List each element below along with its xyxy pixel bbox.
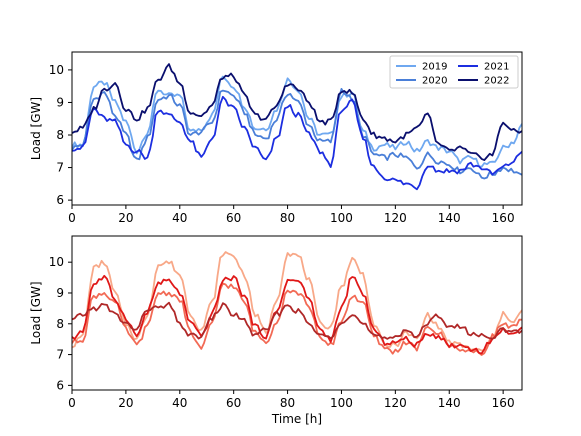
- top-x-tick-label: 40: [172, 211, 187, 225]
- top-x-tick-label: 80: [280, 211, 295, 225]
- bottom-y-tick-label: 7: [56, 348, 64, 362]
- top-series-2019-line: [72, 75, 522, 168]
- bottom-x-tick-label: 20: [118, 396, 133, 410]
- top-x-tick-label: 0: [68, 211, 76, 225]
- bottom-y-tick-label: 8: [56, 317, 64, 331]
- top-x-tick-label: 160: [492, 211, 515, 225]
- top-y-ticks: 6 7 8 9 10: [49, 63, 72, 207]
- bottom-x-tick-label: 120: [384, 396, 407, 410]
- bottom-load-chart: 0 20 40 60 80 100 120 140 160 6 7 8 9 10 Load [GW] T…: [29, 235, 523, 426]
- bottom-series-3-line: [72, 274, 522, 355]
- legend-label-2019: 2019: [422, 62, 447, 73]
- top-series-2021-line: [72, 95, 522, 191]
- top-x-tick-label: 140: [438, 211, 461, 225]
- bottom-y-ticks: 6 7 8 9 10: [49, 255, 72, 392]
- top-x-ticks: 0 20 40 60 80 100 120 140 160: [68, 205, 515, 225]
- top-load-chart: 0 20 40 60 80 100 120 140 160 6 7 8 9 10 Load [GW] 2…: [29, 51, 523, 225]
- legend-label-2021: 2021: [484, 62, 509, 73]
- x-axis-label: Time [h]: [271, 412, 322, 426]
- top-y-axis-label: Load [GW]: [29, 97, 43, 160]
- bottom-x-tick-label: 80: [280, 396, 295, 410]
- bottom-y-tick-label: 9: [56, 286, 64, 300]
- top-y-tick-label: 6: [56, 193, 64, 207]
- top-plot-frame: [71, 51, 523, 206]
- legend-label-2022: 2022: [484, 76, 509, 87]
- bottom-x-tick-label: 140: [438, 396, 461, 410]
- bottom-x-tick-label: 160: [492, 396, 515, 410]
- bottom-x-ticks: 0 20 40 60 80 100 120 140 160: [68, 390, 515, 410]
- legend-box: [389, 55, 519, 89]
- top-series-2020-line: [72, 88, 522, 180]
- bottom-y-axis-label: Load [GW]: [29, 281, 43, 344]
- legend-label-2020: 2020: [422, 76, 447, 87]
- top-y-tick-label: 10: [49, 63, 64, 77]
- top-y-tick-label: 8: [56, 128, 64, 142]
- bottom-x-tick-label: 40: [172, 396, 187, 410]
- bottom-x-tick-label: 100: [330, 396, 353, 410]
- bottom-y-tick-label: 10: [49, 255, 64, 269]
- bottom-x-tick-label: 0: [68, 396, 76, 410]
- bottom-series-4-line: [72, 301, 522, 340]
- top-y-tick-label: 7: [56, 161, 64, 175]
- top-x-tick-label: 100: [330, 211, 353, 225]
- top-series-2022-line: [72, 63, 522, 162]
- bottom-series-1-line: [72, 251, 522, 352]
- bottom-series-lines: [72, 251, 522, 356]
- top-x-tick-label: 60: [226, 211, 241, 225]
- bottom-plot-frame: [71, 235, 523, 391]
- bottom-y-tick-label: 6: [56, 378, 64, 392]
- top-legend: 2019 2020 2021 2022: [389, 55, 519, 89]
- bottom-x-tick-label: 60: [226, 396, 241, 410]
- top-x-tick-label: 20: [118, 211, 133, 225]
- top-x-tick-label: 120: [384, 211, 407, 225]
- top-series-lines: [72, 63, 522, 191]
- top-y-tick-label: 9: [56, 95, 64, 109]
